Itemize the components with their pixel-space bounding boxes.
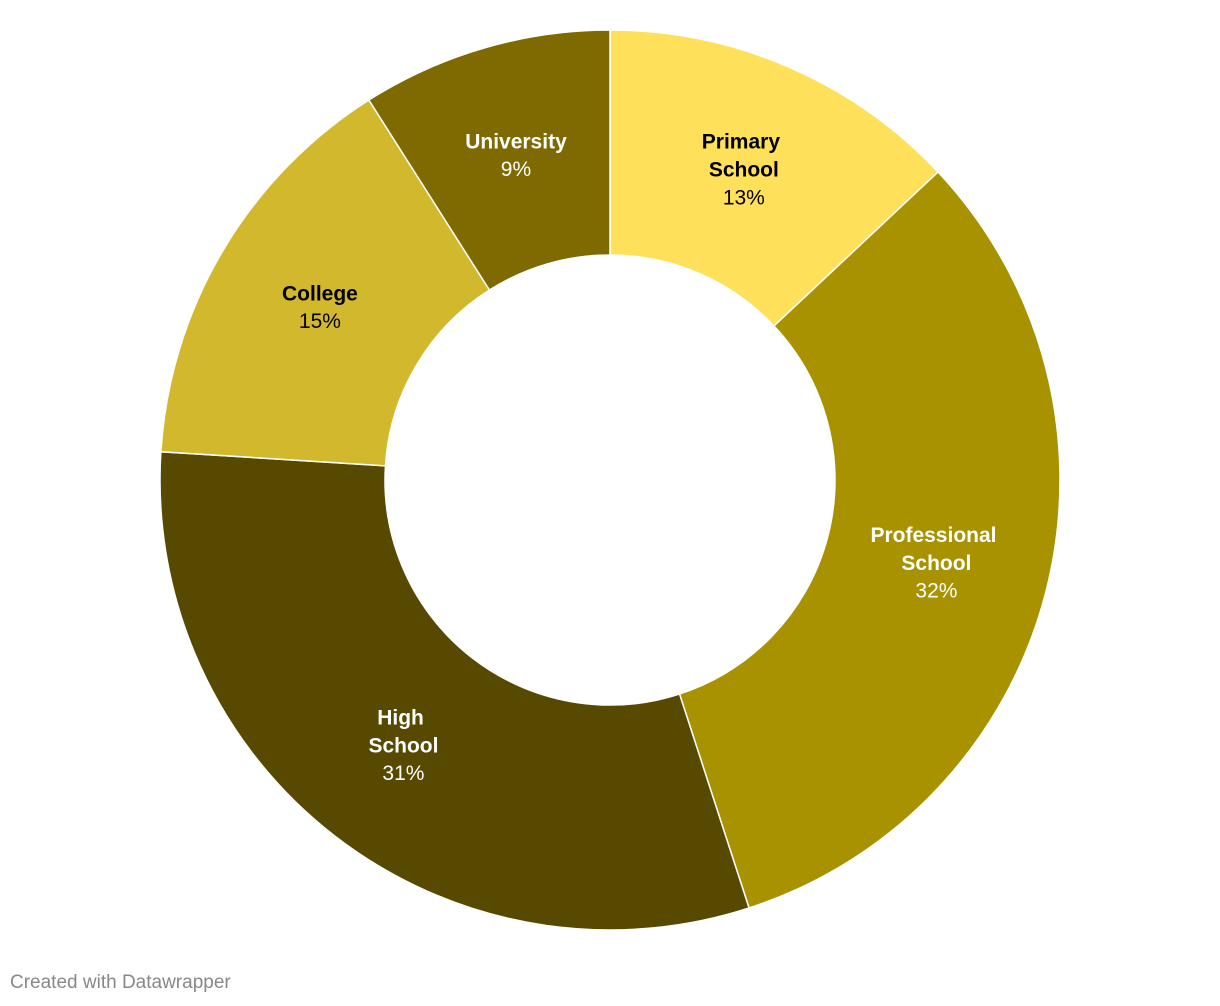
label-line: High bbox=[377, 706, 430, 729]
label-line: Professional bbox=[870, 523, 1002, 546]
label-line: University bbox=[465, 130, 567, 153]
segment-label: College bbox=[282, 282, 358, 305]
label-line: School bbox=[901, 551, 971, 574]
donut-segment bbox=[160, 99, 491, 467]
donut-segment bbox=[367, 29, 611, 292]
donut-segment bbox=[159, 450, 751, 931]
segment-label: Primary School bbox=[702, 130, 786, 181]
segment-label: University bbox=[465, 130, 567, 153]
value-label: 9% bbox=[501, 158, 531, 181]
segment-label: Professional School bbox=[870, 523, 1002, 574]
footer: Created with Datawrapper bbox=[10, 972, 231, 993]
value-label: 32% bbox=[915, 579, 957, 602]
donut-segment bbox=[678, 170, 1061, 909]
value-label: 15% bbox=[299, 310, 341, 333]
donut-segment bbox=[609, 29, 940, 328]
label-line: College bbox=[282, 282, 358, 305]
label-line: Primary bbox=[702, 130, 786, 153]
label-line: School bbox=[368, 734, 438, 757]
value-label: 31% bbox=[382, 762, 424, 785]
segment-label: High School bbox=[368, 706, 438, 757]
value-label: 13% bbox=[723, 186, 765, 209]
label-line: School bbox=[709, 158, 779, 181]
